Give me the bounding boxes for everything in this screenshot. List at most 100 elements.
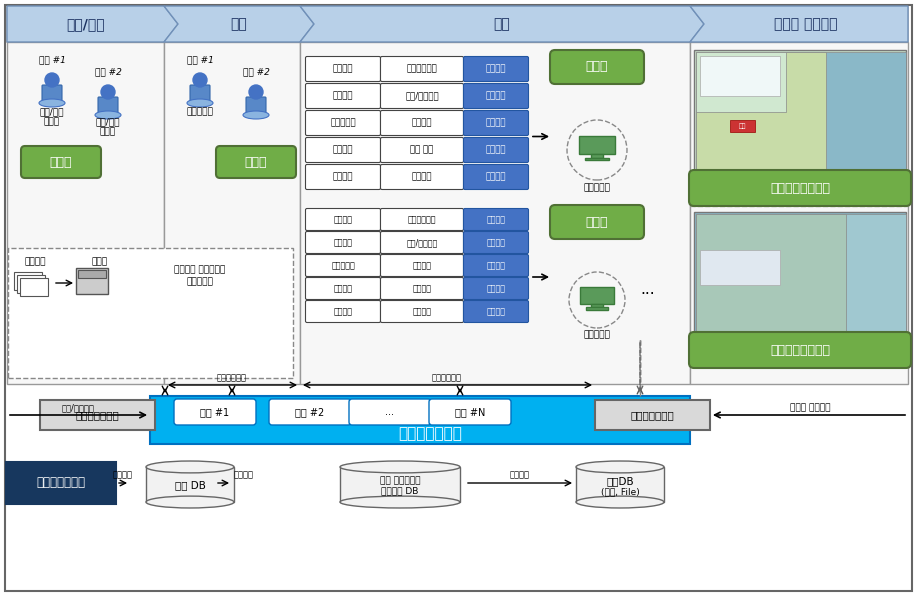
Text: 인허가관리: 인허가관리 (331, 261, 355, 270)
FancyBboxPatch shape (305, 300, 381, 322)
FancyBboxPatch shape (305, 254, 381, 277)
Text: 도면관리시스템: 도면관리시스템 (75, 410, 119, 420)
Circle shape (249, 85, 263, 99)
Text: 물량자료: 물량자료 (486, 119, 506, 128)
Text: 도면자료: 도면자료 (486, 64, 506, 73)
Ellipse shape (243, 111, 269, 119)
Text: 담당자: 담당자 (44, 117, 60, 126)
FancyBboxPatch shape (381, 231, 463, 253)
Text: 현장사무실: 현장사무실 (583, 184, 611, 193)
Bar (591, 154, 603, 157)
FancyBboxPatch shape (305, 231, 381, 253)
Polygon shape (300, 6, 704, 42)
Ellipse shape (39, 99, 65, 107)
Text: 품질관리: 품질관리 (333, 92, 353, 101)
Circle shape (45, 73, 59, 87)
Bar (585, 157, 609, 160)
Text: 외주 관리: 외주 관리 (411, 145, 434, 154)
FancyBboxPatch shape (463, 164, 528, 190)
Ellipse shape (146, 461, 234, 473)
Text: 장비관리: 장비관리 (412, 119, 432, 128)
Text: 안전관리: 안전관리 (333, 145, 353, 154)
Text: 노무관리: 노무관리 (412, 172, 432, 182)
Text: 시설물관리시스템: 시설물관리시스템 (770, 182, 830, 194)
Bar (7, 42, 164, 384)
Circle shape (193, 73, 207, 87)
FancyBboxPatch shape (463, 300, 528, 322)
Text: 공정/일정관리: 공정/일정관리 (405, 92, 439, 101)
FancyBboxPatch shape (429, 399, 511, 425)
Text: 기획/조사결과: 기획/조사결과 (61, 403, 94, 412)
Bar (576, 467, 664, 502)
Text: 공사현황관리: 공사현황관리 (432, 374, 462, 383)
Bar (586, 307, 608, 309)
Text: 실행예산편성: 실행예산편성 (406, 64, 437, 73)
FancyBboxPatch shape (42, 85, 62, 101)
Bar (696, 52, 826, 170)
FancyBboxPatch shape (190, 85, 210, 101)
Text: 노무관리: 노무관리 (413, 307, 432, 316)
Polygon shape (7, 6, 178, 42)
Text: 공사 #1: 공사 #1 (39, 55, 65, 64)
Text: 공정자료: 공정자료 (486, 92, 506, 101)
Ellipse shape (340, 461, 460, 473)
FancyBboxPatch shape (381, 83, 463, 108)
FancyBboxPatch shape (550, 205, 644, 239)
Ellipse shape (576, 461, 664, 473)
Text: 원가자료: 원가자료 (486, 145, 506, 154)
Polygon shape (690, 6, 908, 42)
Polygon shape (164, 6, 314, 42)
Ellipse shape (340, 496, 460, 508)
Text: 실행예산편성: 실행예산편성 (408, 215, 436, 224)
FancyBboxPatch shape (305, 138, 381, 163)
Text: 공정/일정관리: 공정/일정관리 (406, 238, 437, 247)
Bar (6, 6, 908, 42)
Text: 안전관리: 안전관리 (334, 284, 352, 293)
Text: 공사 #1: 공사 #1 (186, 55, 214, 64)
Ellipse shape (576, 496, 664, 508)
Text: 설계: 설계 (230, 17, 248, 31)
Text: 한국농어촌공사: 한국농어촌공사 (37, 476, 85, 489)
Text: 감리사: 감리사 (586, 216, 608, 228)
FancyBboxPatch shape (463, 254, 528, 277)
Text: 현장사무실: 현장사무실 (583, 331, 611, 340)
Text: 기획/조사: 기획/조사 (66, 17, 105, 31)
Text: 기존 농어촌공사: 기존 농어촌공사 (380, 476, 420, 486)
FancyBboxPatch shape (305, 164, 381, 190)
Bar (580, 287, 614, 304)
Bar (694, 50, 906, 170)
Bar (8, 248, 293, 378)
Text: 스캐너: 스캐너 (92, 257, 108, 266)
FancyBboxPatch shape (381, 164, 463, 190)
Bar (17, 275, 45, 293)
Text: 환경관리: 환경관리 (333, 172, 353, 182)
Bar (730, 120, 755, 132)
FancyBboxPatch shape (305, 110, 381, 135)
Text: 인허가관리: 인허가관리 (330, 119, 356, 128)
Text: 공사관리시스템: 공사관리시스템 (398, 427, 462, 442)
Bar (591, 304, 602, 307)
FancyBboxPatch shape (216, 146, 296, 178)
Ellipse shape (146, 496, 234, 508)
FancyBboxPatch shape (463, 110, 528, 135)
Text: 공사 #1: 공사 #1 (201, 407, 229, 417)
Text: 도면지료: 도면지료 (487, 215, 505, 224)
Bar (700, 56, 780, 96)
Ellipse shape (95, 111, 121, 119)
Bar (150, 396, 690, 444)
FancyBboxPatch shape (463, 231, 528, 253)
FancyBboxPatch shape (689, 332, 911, 368)
Text: 새만금 현황정보: 새만금 현황정보 (790, 403, 830, 412)
Text: 환경관리: 환경관리 (334, 307, 352, 316)
FancyBboxPatch shape (381, 57, 463, 82)
FancyBboxPatch shape (550, 50, 644, 84)
Text: 도면관리: 도면관리 (234, 470, 254, 480)
FancyBboxPatch shape (463, 138, 528, 163)
Text: 표시: 표시 (738, 123, 746, 129)
Bar (696, 52, 786, 112)
Text: 시공: 시공 (493, 17, 511, 31)
Bar (300, 42, 690, 384)
Text: 품질관리: 품질관리 (334, 238, 352, 247)
FancyBboxPatch shape (305, 209, 381, 231)
Bar (696, 214, 906, 332)
